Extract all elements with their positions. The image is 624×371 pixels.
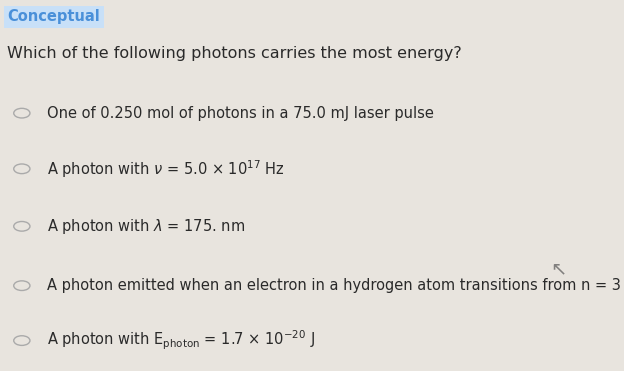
Text: A photon with $\nu$ = 5.0 $\times$ 10$^{17}$ Hz: A photon with $\nu$ = 5.0 $\times$ 10$^{… [47, 158, 285, 180]
Text: A photon with $\lambda$ = 175. nm: A photon with $\lambda$ = 175. nm [47, 217, 245, 236]
Text: A photon with E$_{\rm photon}$ = 1.7 $\times$ 10$^{-20}$ J: A photon with E$_{\rm photon}$ = 1.7 $\t… [47, 329, 314, 352]
Text: Which of the following photons carries the most energy?: Which of the following photons carries t… [7, 46, 462, 61]
Text: Conceptual: Conceptual [7, 9, 100, 24]
Text: ↖: ↖ [550, 259, 567, 279]
Text: One of 0.250 mol of photons in a 75.0 mJ laser pulse: One of 0.250 mol of photons in a 75.0 mJ… [47, 106, 434, 121]
Text: A photon emitted when an electron in a hydrogen atom transitions from n = 3 to n: A photon emitted when an electron in a h… [47, 278, 624, 293]
